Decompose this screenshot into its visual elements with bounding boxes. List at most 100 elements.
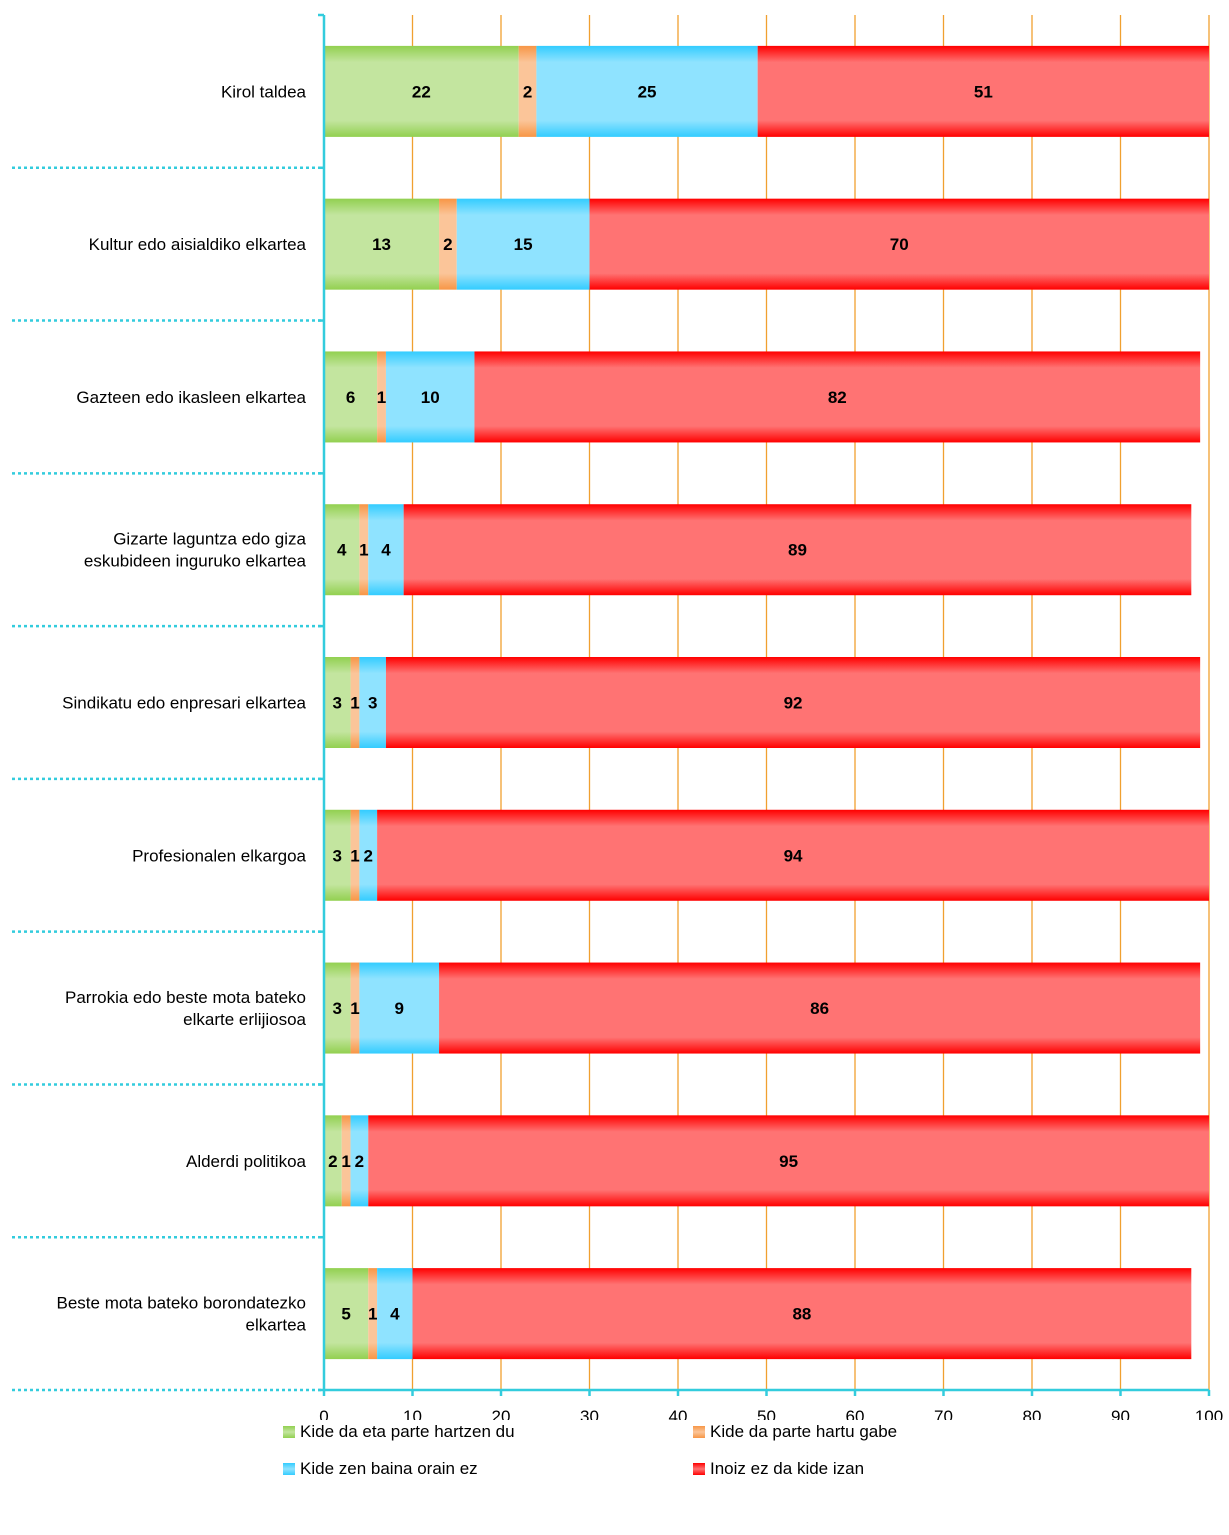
category-label: Sindikatu edo enpresari elkartea [62,694,306,713]
legend-item: Kide da eta parte hartzen du [283,1422,515,1442]
value-label: 4 [337,541,347,560]
value-label: 2 [328,1152,337,1171]
legend-label: Kide zen baina orain ez [300,1459,478,1478]
category-label: Parrokia edo beste mota bateko [65,988,306,1007]
bar-segment [536,45,758,137]
x-tick-label: 50 [757,1407,776,1420]
value-label: 1 [350,846,359,865]
value-label: 2 [443,235,452,254]
value-label: 3 [333,846,342,865]
category-label: elkartea [246,1316,307,1335]
legend-label: Inoiz ez da kide izan [710,1459,865,1478]
legend-swatch [693,1426,705,1438]
bar-segment [403,504,1192,596]
value-label: 89 [788,541,807,560]
bar-segment [439,198,457,290]
category-label: Beste mota bateko borondatezko [57,1294,307,1313]
bar-segment [350,962,360,1054]
bar-segment [385,351,475,443]
bar-segment [359,962,440,1054]
bar-segment [368,504,404,596]
bar-segment [368,1268,378,1360]
bar-segment [324,45,519,137]
value-label: 22 [412,82,431,101]
bar-segment [324,962,351,1054]
x-tick-label: 40 [669,1407,688,1420]
category-label: Gizarte laguntza edo giza [113,530,306,549]
bar-segment [456,198,590,290]
category-label: Gazteen edo ikasleen elkartea [76,388,306,407]
value-label: 88 [792,1305,811,1324]
x-tick-label: 100 [1195,1407,1223,1420]
bars [324,45,1210,1360]
value-label: 1 [359,541,368,560]
bar-segment [368,1115,1209,1207]
legend-swatch [283,1463,295,1475]
value-label: 1 [341,1152,350,1171]
x-tick-label: 70 [934,1407,953,1420]
value-label: 3 [368,694,377,713]
category-label: Kirol taldea [221,82,307,101]
bar-segment [324,504,360,596]
category-label: Profesionalen elkargoa [132,846,306,865]
bar-segment [412,1268,1192,1360]
bar-segment [474,351,1201,443]
value-label: 1 [377,388,386,407]
bar-segment [359,657,386,748]
legend-item: Kide da parte hartu gabe [693,1422,897,1442]
value-label: 15 [514,235,533,254]
bar-segment [359,809,378,901]
value-label: 13 [372,235,391,254]
legend-label: Kide da parte hartu gabe [710,1422,898,1441]
bar-segment [589,198,1209,290]
bar-segment [324,657,351,748]
value-label: 92 [784,694,803,713]
value-label: 1 [368,1305,377,1324]
bar-segment [518,45,537,137]
legend: Kide da eta parte hartzen du Kide da part… [283,1422,983,1522]
value-label: 25 [638,82,657,101]
x-tick-label: 80 [1023,1407,1042,1420]
bar-segment [324,351,378,443]
value-label: 94 [784,846,803,865]
x-tick-label: 10 [403,1407,422,1420]
bar-segment [341,1115,351,1207]
bar-segment [350,809,360,901]
bar-segment [324,1115,342,1207]
value-label: 82 [828,388,847,407]
legend-swatch [283,1426,295,1438]
value-label: 3 [333,694,342,713]
bar-segment [377,351,386,443]
value-label: 5 [341,1305,350,1324]
legend-item: Inoiz ez da kide izan [693,1459,864,1479]
value-label: 2 [355,1152,364,1171]
bar-segment [324,809,351,901]
category-label: Alderdi politikoa [186,1152,307,1171]
value-label: 10 [421,388,440,407]
value-label: 6 [346,388,355,407]
value-label: 1 [350,694,359,713]
value-label: 2 [364,846,373,865]
bar-segment [350,1115,369,1207]
category-label: Kultur edo aisialdiko elkartea [89,235,307,254]
bar-segment [324,1268,369,1360]
x-tick-label: 60 [846,1407,865,1420]
x-tick-label: 30 [580,1407,599,1420]
legend-swatch [693,1463,705,1475]
x-tick-label: 20 [492,1407,511,1420]
bar-segment [359,504,369,596]
bar-segment [324,198,440,290]
bar-segment [377,809,1210,901]
value-label: 95 [779,1152,798,1171]
bar-segment [757,45,1209,137]
bar-segment [385,657,1201,748]
bar-segment [439,962,1201,1054]
value-label: 51 [974,82,993,101]
bar-segment [377,1268,413,1360]
value-label: 9 [394,999,403,1018]
legend-item: Kide zen baina orain ez [283,1459,478,1479]
x-tick-label: 90 [1111,1407,1130,1420]
value-label: 70 [890,235,909,254]
